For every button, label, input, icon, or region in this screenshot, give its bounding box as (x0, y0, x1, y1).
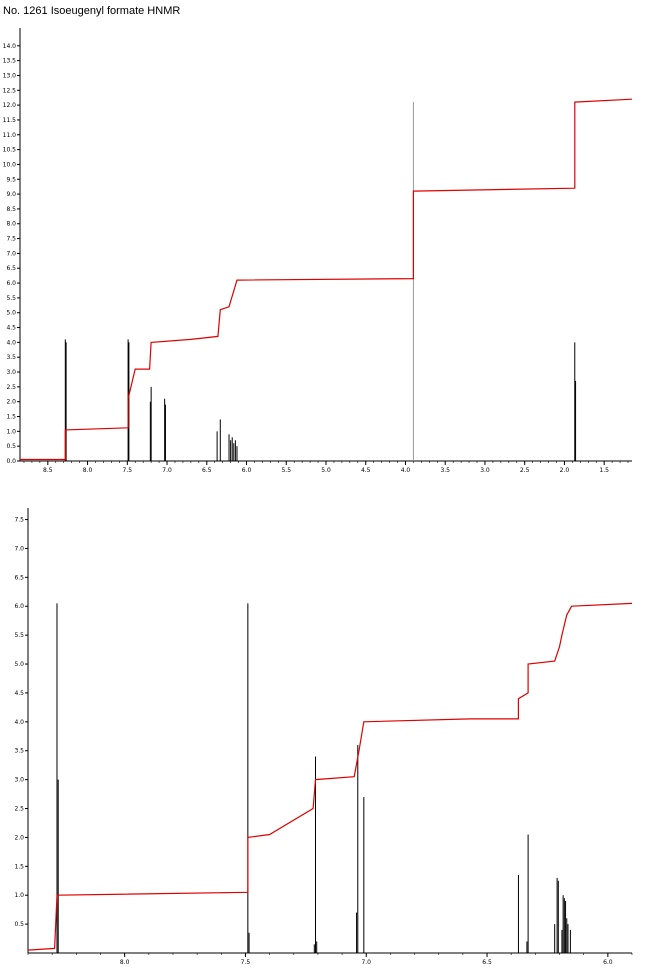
y-tick-label: 12.0 (3, 102, 17, 109)
x-tick-label: 8.5 (43, 467, 53, 474)
y-tick-label: 10.5 (3, 147, 17, 154)
y-tick-label: 3.0 (6, 369, 16, 376)
y-tick-label: 0.0 (6, 458, 16, 465)
y-tick-label: 1.0 (6, 428, 16, 435)
x-tick-label: 2.0 (560, 467, 570, 474)
y-tick-label: 8.0 (6, 221, 16, 228)
x-tick-label: 6.5 (482, 959, 492, 966)
y-tick-label: 2.5 (14, 806, 24, 813)
y-tick-label: 5.0 (14, 661, 24, 668)
y-tick-label: 3.5 (6, 354, 16, 361)
y-tick-label: 4.5 (14, 690, 24, 697)
y-tick-label: 7.5 (14, 517, 24, 524)
y-tick-label: 4.0 (6, 339, 16, 346)
y-tick-label: 13.5 (3, 58, 17, 65)
x-tick-label: 7.5 (241, 959, 251, 966)
x-tick-label: 8.0 (120, 959, 130, 966)
x-tick-label: 5.0 (321, 467, 331, 474)
x-tick-label: 6.0 (603, 959, 613, 966)
y-tick-label: 5.0 (6, 310, 16, 317)
y-tick-label: 2.0 (6, 399, 16, 406)
x-tick-label: 7.0 (361, 959, 371, 966)
y-tick-label: 13.0 (3, 72, 17, 79)
chart-title: No. 1261 Isoeugenyl formate HNMR (3, 5, 180, 17)
x-tick-label: 1.5 (599, 467, 609, 474)
y-tick-label: 14.0 (3, 43, 17, 50)
x-tick-label: 3.0 (480, 467, 490, 474)
x-tick-label: 8.0 (83, 467, 93, 474)
y-tick-label: 8.5 (6, 206, 16, 213)
y-tick-label: 1.0 (14, 892, 24, 899)
y-tick-label: 0.5 (14, 921, 24, 928)
y-tick-label: 9.0 (6, 191, 16, 198)
y-tick-label: 5.5 (14, 632, 24, 639)
y-tick-label: 6.0 (6, 280, 16, 287)
y-tick-label: 2.0 (14, 834, 24, 841)
y-tick-label: 0.5 (6, 443, 16, 450)
y-tick-label: 2.5 (6, 384, 16, 391)
y-tick-label: 1.5 (14, 863, 24, 870)
y-tick-label: 11.5 (3, 117, 17, 124)
y-tick-label: 6.5 (14, 574, 24, 581)
full-spectrum-panel: 0.0 0.5 1.0 1.5 2.0 2.5 3.0 3.5 4.0 4.5 5.0 5.5 6.0 6… (3, 28, 633, 474)
y-tick-label: 7.0 (14, 545, 24, 552)
x-tick-label: 7.0 (162, 467, 172, 474)
x-tick-label: 7.5 (123, 467, 133, 474)
x-tick-label: 4.5 (361, 467, 371, 474)
y-tick-label: 10.0 (3, 161, 17, 168)
y-tick-label: 5.5 (6, 295, 16, 302)
x-tick-label: 6.0 (242, 467, 252, 474)
y-tick-label: 3.5 (14, 748, 24, 755)
y-tick-label: 3.0 (14, 777, 24, 784)
x-tick-label: 2.5 (520, 467, 530, 474)
x-tick-label: 4.0 (401, 467, 411, 474)
y-tick-label: 4.5 (6, 325, 16, 332)
integral-curve (27, 602, 633, 951)
y-tick-label: 11.0 (3, 132, 17, 139)
y-tick-label: 7.5 (6, 236, 16, 243)
y-tick-label: 6.0 (14, 603, 24, 610)
y-tick-label: 4.0 (14, 719, 24, 726)
x-tick-label: 3.5 (440, 467, 450, 474)
y-tick-label: 6.5 (6, 265, 16, 272)
integral-curve (20, 98, 633, 461)
x-tick-label: 5.5 (281, 467, 291, 474)
x-tick-label: 6.5 (202, 467, 212, 474)
y-tick-label: 1.5 (6, 414, 16, 421)
y-tick-label: 7.0 (6, 250, 16, 257)
expanded-aromatic-panel: 0.5 1.0 1.5 2.0 2.5 3.0 3.5 4.0 4.5 5.0 5.5 6.0 6.5 7… (14, 508, 633, 966)
y-tick-label: 12.5 (3, 87, 17, 94)
y-tick-label: 9.5 (6, 176, 16, 183)
